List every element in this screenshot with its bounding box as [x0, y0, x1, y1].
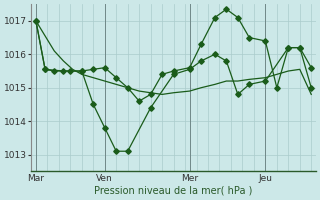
- X-axis label: Pression niveau de la mer( hPa ): Pression niveau de la mer( hPa ): [94, 186, 253, 196]
